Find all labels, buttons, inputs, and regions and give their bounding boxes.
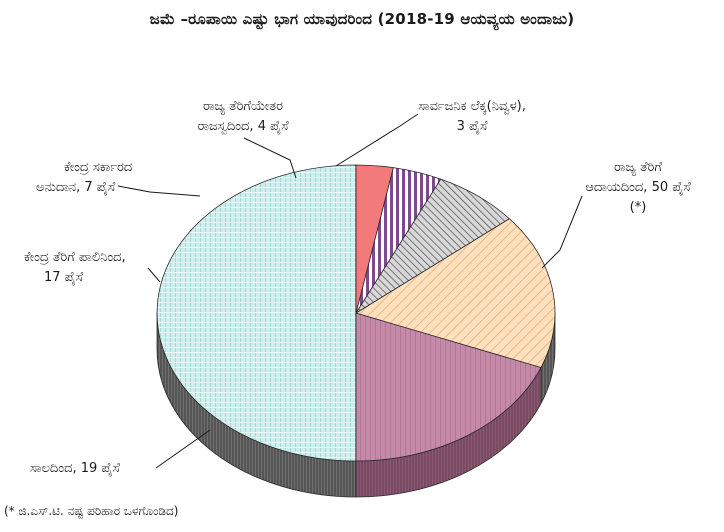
leader-central-grants — [117, 185, 201, 197]
slice-public-account — [355, 164, 394, 314]
leader-borrowings — [155, 429, 211, 469]
slice-state-tax — [156, 164, 357, 462]
leader-lines — [117, 113, 583, 469]
label-state-tax: ರಾಜ್ಯ ತೆರಿಗೆ ಆದಾಯದಿಂದ, 50 ಪೈಸೆ (*) — [585, 160, 691, 215]
slice-central-tax-share — [355, 218, 556, 368]
slice-borrowings — [355, 312, 542, 462]
label-central-tax-share: ಕೇಂದ್ರ ತೆರಿಗೆ ಪಾಲಿನಿಂದ, 17 ಪೈಸೆ — [24, 250, 126, 285]
label-public-account: ಸಾರ್ವಜನಿಕ ಲೆಕ್ಕ(ನಿವ್ವಳ), 3 ಪೈಸೆ — [418, 99, 526, 134]
chart-title: ಜಮೆ –ರೂಪಾಯಿ ಎಷ್ಟು ಭಾಗ ಯಾವುದರಿಂದ (2018-19… — [149, 10, 575, 28]
leader-central-tax-share — [147, 267, 161, 283]
label-borrowings: ಸಾಲದಿಂದ, 19 ಪೈಸೆ — [30, 461, 120, 476]
leader-state-tax — [541, 195, 583, 269]
pie-slices — [156, 164, 556, 462]
label-non-tax-revenue: ರಾಜ್ಯ ತೆರಿಗೆಯೇತರ ರಾಜಸ್ವದಿಂದ, 4 ಪೈಸೆ — [197, 99, 289, 134]
leader-non-tax-revenue — [243, 137, 297, 179]
leader-public-account — [335, 113, 419, 167]
footnote: (* ಜಿ.ಎಸ್.ಟಿ. ನಷ್ಟ ಪರಿಹಾರ ಒಳಗೊಂಡಿದ) — [4, 504, 179, 518]
label-central-grants: ಕೇಂದ್ರ ಸರ್ಕಾರದ ಅನುದಾನ, 7 ಪೈಸೆ — [36, 160, 133, 195]
